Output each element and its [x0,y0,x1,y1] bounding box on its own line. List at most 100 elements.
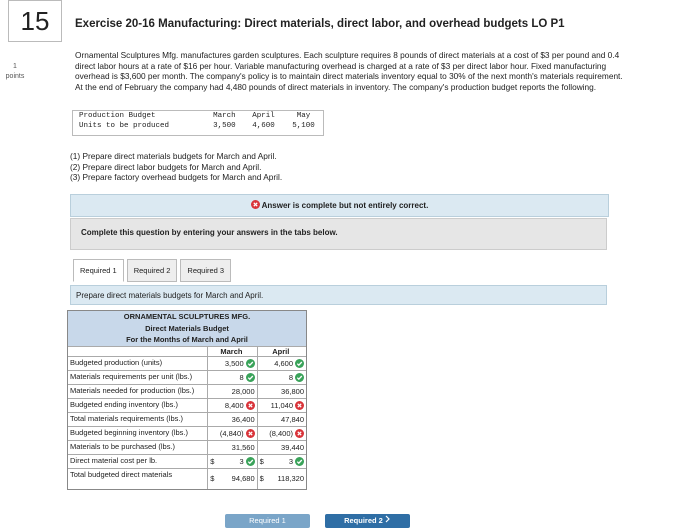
task: (3) Prepare factory overhead budgets for… [70,172,283,182]
value-cell: 3,500 [208,356,258,370]
row-label: Materials needed for production (lbs.) [68,384,209,398]
check-icon [245,372,255,382]
currency: $ [259,474,264,483]
tasks: (1) Prepare direct materials budgets for… [70,151,282,183]
row-label: Materials requirements per unit (lbs.) [68,370,209,384]
value-cell: 47,840 [258,413,306,426]
title: Exercise 20-16 Manufacturing: Direct mat… [75,18,565,30]
row-label: Total materials requirements (lbs.) [68,412,209,426]
header-row: March April [68,345,306,356]
question-number: 15 [8,0,62,42]
value: 39,440 [281,442,304,452]
task: (2) Prepare direct labor budgets for Mar… [70,161,262,172]
value-cell: 8 [208,370,258,384]
value-cell: (4,840) [208,426,258,440]
row-label: Budgeted production (units) [68,356,209,370]
label-cell [68,346,209,356]
value-cell: 36,400 [208,412,258,426]
currency: $ [210,456,215,466]
check-icon [295,456,304,466]
value: (4,840) [219,428,244,438]
instruction: Complete this question by entering your … [70,218,607,250]
points: 1 points [0,62,30,82]
next-label: Required 2 [344,516,383,525]
pb-cell: March [213,112,236,120]
check-icon [245,456,255,466]
pb-cell: 4,600 [252,122,275,130]
chevron [385,515,390,523]
value: 8 [288,372,293,382]
value: 11,040 [270,400,293,410]
prompt: Prepare direct materials budgets for Mar… [70,285,607,305]
value-cell: 4,600 [258,357,306,370]
value-cell: $3 [208,454,258,468]
budget-table: ORNAMENTAL SCULPTURES MFG. Direct Materia… [67,310,307,490]
pb-header: Production Budget March April May [73,111,323,121]
column-header: April [272,346,290,356]
budget-row: Total materials requirements (lbs.) 36,40… [68,411,306,426]
budget-row: Materials to be purchased (lbs.) 31,560 39… [68,439,306,454]
tab[interactable]: Required 1 [73,259,124,282]
value: 31,560 [231,442,255,452]
value-cell: 28,000 [208,384,258,398]
prev-label: Required 1 [249,516,286,525]
row-label: Budgeted ending inventory (lbs.) [68,398,209,412]
check-icon [295,372,304,382]
pb-cell: May [296,112,311,120]
value: 4,600 [274,358,293,368]
prev-button[interactable]: Required 1 [225,514,310,528]
budget-row: Direct material cost per lb. $3 $3 [68,453,306,468]
pb-cell: 5,100 [292,122,315,130]
value: 8,400 [224,400,244,410]
check-icon [245,358,255,368]
tab[interactable]: Required 3 [180,259,232,282]
check-icon [295,358,304,368]
row-label: Budgeted beginning inventory (lbs.) [68,426,209,440]
budget-row: Budgeted beginning inventory (lbs.) (4,84… [68,425,306,440]
row-label: Materials to be purchased (lbs.) [68,440,209,454]
value-cell: 39,440 [258,441,306,454]
value-cell: $118,320 [258,469,306,489]
production-budget: Production Budget March April May Units to b… [72,110,324,136]
points-value: 1 [13,63,17,70]
pb-row: Units to be produced 3,500 4,600 5,100 [73,121,323,131]
cross-icon [295,400,304,410]
value-cell: $94,680 [208,468,258,489]
value: 28,000 [231,386,255,396]
budget-row: Total budgeted direct materials $94,680 $1… [68,467,306,489]
tab[interactable]: Required 2 [126,259,178,282]
pb-cell: April [252,112,275,120]
value: (8,400) [269,428,293,438]
budget-row: Budgeted ending inventory (lbs.) 8,400 11,… [68,397,306,412]
task: (1) Prepare direct materials budgets for… [70,151,277,161]
budget-row: Materials needed for production (lbs.) 28… [68,383,306,398]
pb-cell: Production Budget [79,112,156,120]
value: 118,320 [277,474,304,483]
budget-title: Direct Materials Budget [68,322,306,334]
budget-row: Budgeted production (units) 3,500 4,600 [68,355,306,370]
cross-icon [245,428,255,438]
pb-cell: 3,500 [213,122,236,130]
currency: $ [259,456,264,466]
cross-icon [295,428,304,438]
column-header: March [208,346,258,356]
cross-icon [245,400,255,410]
value: 47,840 [281,414,304,424]
tabs: Required 1 Required 2 Required 3 [73,259,232,282]
cross-icon [250,200,260,209]
paragraph: Ornamental Sculptures Mfg. manufactures … [75,50,623,92]
value-cell: 11,040 [258,399,306,412]
value: 36,400 [231,414,255,424]
next-button[interactable]: Required 2 [325,514,410,528]
value: 36,800 [281,386,304,396]
points-label: points [5,73,25,80]
value: 94,680 [231,474,255,483]
value-cell: 8,400 [208,398,258,412]
value-cell: (8,400) [258,427,306,440]
budget-title: ORNAMENTAL SCULPTURES MFG. [68,311,306,323]
value-cell: 31,560 [208,440,258,454]
value: 3,500 [224,358,244,368]
budget-row: Materials requirements per unit (lbs.) 8 8 [68,369,306,384]
banner-text: Answer is complete but not entirely corr… [261,201,429,210]
